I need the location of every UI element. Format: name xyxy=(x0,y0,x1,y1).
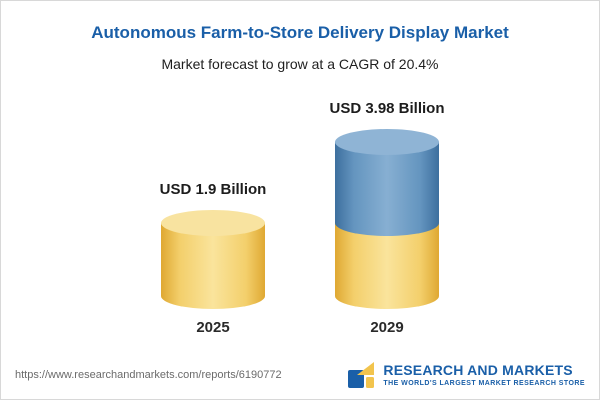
chart-title: Autonomous Farm-to-Store Delivery Displa… xyxy=(91,23,509,42)
logo-name: RESEARCH AND MARKETS xyxy=(383,361,573,378)
footer: https://www.researchandmarkets.com/repor… xyxy=(1,351,599,399)
bar-2029-top-ellipse xyxy=(335,129,439,155)
logo-tagline: THE WORLD'S LARGEST MARKET RESEARCH STOR… xyxy=(383,380,585,388)
value-label-2029: USD 3.98 Billion xyxy=(329,100,445,117)
bar-2025-cylinder xyxy=(161,210,265,309)
bar-group-2025: USD 1.9 Billion 2025 xyxy=(154,181,272,336)
researchandmarkets-logo: RESEARCH AND MARKETS THE WORLD'S LARGEST… xyxy=(347,361,585,389)
year-label-2029: 2029 xyxy=(370,319,404,336)
researchandmarkets-logo-icon xyxy=(347,361,375,389)
bar-2029-growth-segment xyxy=(335,142,439,236)
bar-2025-top-ellipse xyxy=(161,210,265,236)
bar-2029-base-segment xyxy=(335,223,439,309)
bar-2025-segment xyxy=(161,223,265,309)
value-label-2025: USD 1.9 Billion xyxy=(159,181,267,198)
bar-2029-cylinder xyxy=(335,129,439,309)
chart-header: Autonomous Farm-to-Store Delivery Displa… xyxy=(1,1,599,72)
year-label-2025: 2025 xyxy=(196,319,230,336)
chart-subtitle: Market forecast to grow at a CAGR of 20.… xyxy=(161,56,439,72)
logo-text-block: RESEARCH AND MARKETS THE WORLD'S LARGEST… xyxy=(383,361,585,388)
source-url: https://www.researchandmarkets.com/repor… xyxy=(15,369,282,381)
bar-group-2029: USD 3.98 Billion 2029 xyxy=(328,100,446,336)
chart-plot-area: USD 1.9 Billion 2025 USD 3.98 Billion 20… xyxy=(1,89,599,336)
